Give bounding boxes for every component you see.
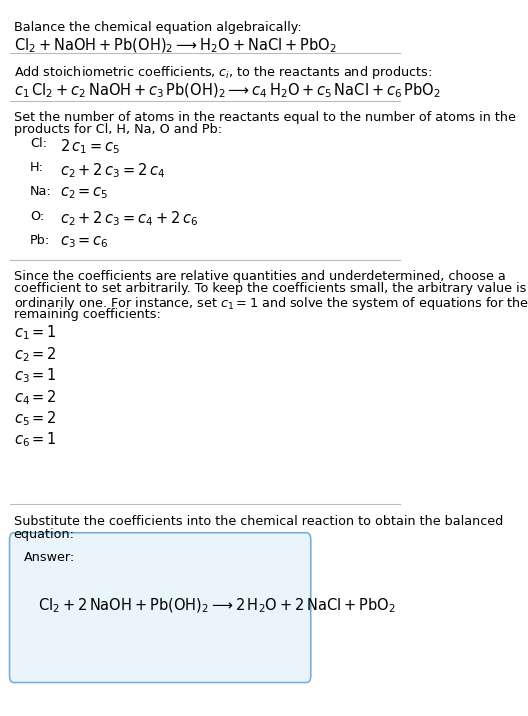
Text: ordinarily one. For instance, set $c_1 = 1$ and solve the system of equations fo: ordinarily one. For instance, set $c_1 =… bbox=[14, 295, 528, 312]
FancyBboxPatch shape bbox=[10, 533, 311, 682]
Text: Na:: Na: bbox=[30, 185, 52, 198]
Text: $c_2 + 2\,c_3 = c_4 + 2\,c_6$: $c_2 + 2\,c_3 = c_4 + 2\,c_6$ bbox=[60, 210, 199, 228]
Text: $c_3 = c_6$: $c_3 = c_6$ bbox=[60, 234, 109, 250]
Text: $c_1 = 1$: $c_1 = 1$ bbox=[14, 324, 56, 342]
Text: $c_6 = 1$: $c_6 = 1$ bbox=[14, 431, 56, 450]
Text: Pb:: Pb: bbox=[30, 234, 50, 247]
Text: $\mathrm{Cl_2 + 2\,NaOH + Pb(OH)_2 \longrightarrow 2\,H_2O + 2\,NaCl + PbO_2}$: $\mathrm{Cl_2 + 2\,NaOH + Pb(OH)_2 \long… bbox=[38, 597, 395, 615]
Text: $c_3 = 1$: $c_3 = 1$ bbox=[14, 367, 56, 385]
Text: coefficient to set arbitrarily. To keep the coefficients small, the arbitrary va: coefficient to set arbitrarily. To keep … bbox=[14, 282, 526, 296]
Text: Substitute the coefficients into the chemical reaction to obtain the balanced: Substitute the coefficients into the che… bbox=[14, 515, 503, 528]
Text: $2\,c_1 = c_5$: $2\,c_1 = c_5$ bbox=[60, 137, 121, 155]
Text: $\mathrm{Cl_2 + NaOH + Pb(OH)_2 \longrightarrow H_2O + NaCl + PbO_2}$: $\mathrm{Cl_2 + NaOH + Pb(OH)_2 \longrig… bbox=[14, 37, 336, 55]
Text: Balance the chemical equation algebraically:: Balance the chemical equation algebraica… bbox=[14, 21, 301, 34]
Text: $c_4 = 2$: $c_4 = 2$ bbox=[14, 388, 56, 407]
Text: $c_5 = 2$: $c_5 = 2$ bbox=[14, 410, 56, 428]
Text: $c_1\,\mathrm{Cl_2} + c_2\,\mathrm{NaOH} + c_3\,\mathrm{Pb(OH)_2} \longrightarro: $c_1\,\mathrm{Cl_2} + c_2\,\mathrm{NaOH}… bbox=[14, 82, 440, 100]
Text: Cl:: Cl: bbox=[30, 137, 47, 150]
Text: Add stoichiometric coefficients, $c_i$, to the reactants and products:: Add stoichiometric coefficients, $c_i$, … bbox=[14, 64, 432, 81]
Text: $c_2 = 2$: $c_2 = 2$ bbox=[14, 345, 56, 364]
Text: remaining coefficients:: remaining coefficients: bbox=[14, 308, 161, 321]
Text: Since the coefficients are relative quantities and underdetermined, choose a: Since the coefficients are relative quan… bbox=[14, 269, 505, 283]
Text: Answer:: Answer: bbox=[24, 551, 75, 563]
Text: $c_2 + 2\,c_3 = 2\,c_4$: $c_2 + 2\,c_3 = 2\,c_4$ bbox=[60, 161, 166, 180]
Text: O:: O: bbox=[30, 210, 44, 223]
Text: H:: H: bbox=[30, 161, 44, 174]
Text: equation:: equation: bbox=[14, 528, 74, 541]
Text: Set the number of atoms in the reactants equal to the number of atoms in the: Set the number of atoms in the reactants… bbox=[14, 110, 515, 124]
Text: products for Cl, H, Na, O and Pb:: products for Cl, H, Na, O and Pb: bbox=[14, 123, 222, 136]
Text: $c_2 = c_5$: $c_2 = c_5$ bbox=[60, 185, 109, 201]
